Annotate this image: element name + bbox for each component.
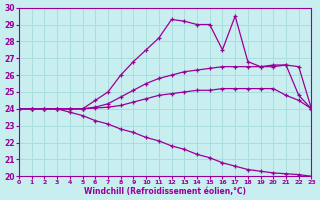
X-axis label: Windchill (Refroidissement éolien,°C): Windchill (Refroidissement éolien,°C)	[84, 187, 246, 196]
